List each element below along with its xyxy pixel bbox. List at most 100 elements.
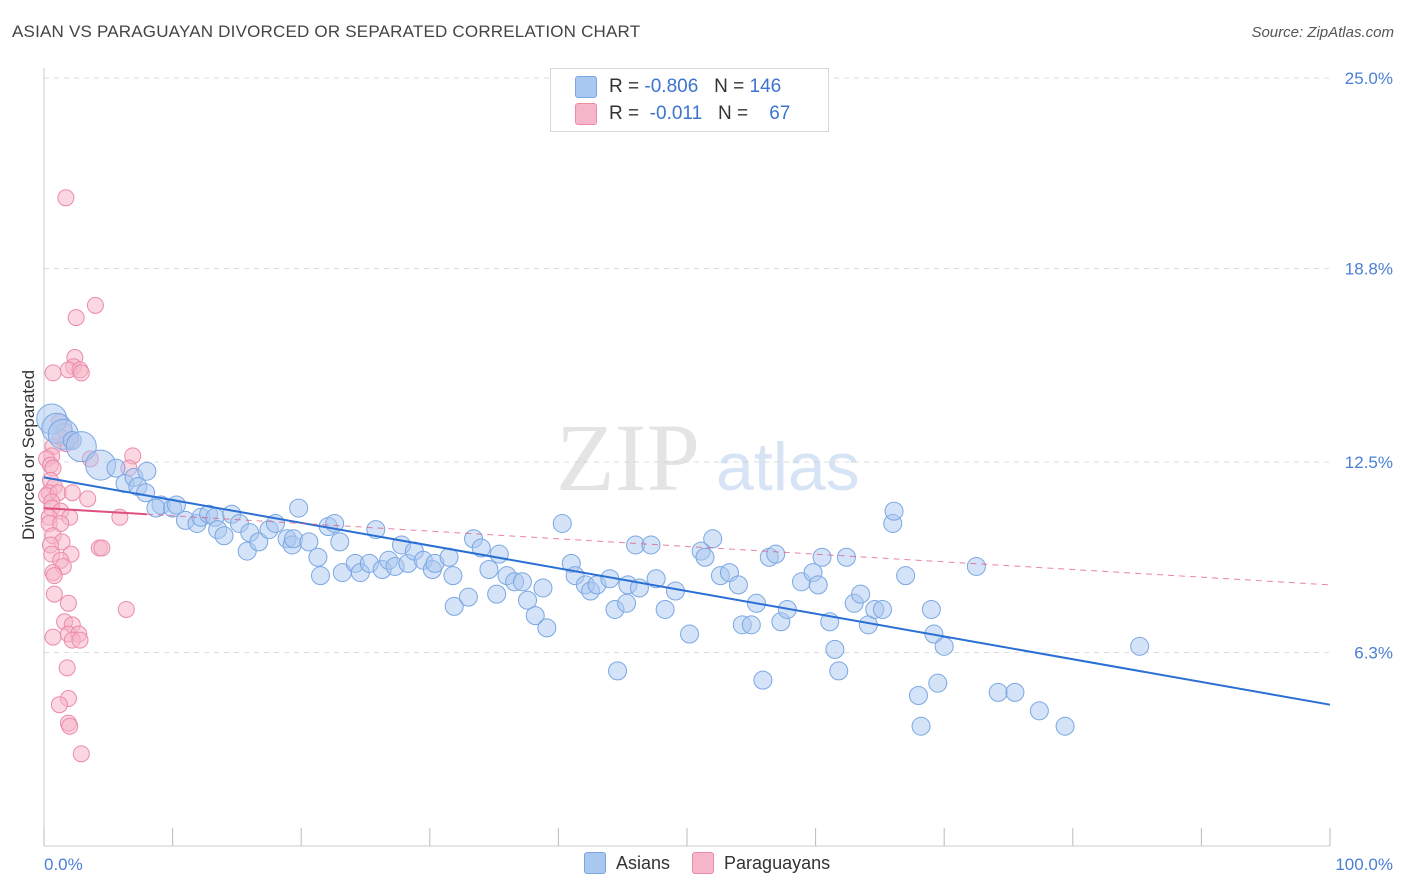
asian-point bbox=[921, 599, 941, 619]
paraguayan-point bbox=[93, 539, 111, 557]
paraguayans-trend-line bbox=[43, 507, 147, 516]
asian-point bbox=[872, 599, 892, 619]
asian-point bbox=[641, 535, 661, 555]
asian-point bbox=[518, 590, 538, 610]
asian-point bbox=[966, 556, 986, 576]
asian-point bbox=[136, 483, 156, 503]
paraguayans-n-label: N = bbox=[717, 103, 749, 124]
asian-point bbox=[988, 682, 1008, 702]
paraguayans-legend-label: Paraguayans bbox=[724, 852, 831, 873]
x-tick-label: 100.0% bbox=[1335, 855, 1393, 874]
asian-point bbox=[366, 520, 386, 540]
asian-point bbox=[851, 584, 871, 604]
asian-point bbox=[552, 513, 572, 533]
asian-point bbox=[728, 575, 748, 595]
asian-point bbox=[106, 458, 126, 478]
legend-row-paraguayans: R = -0.011 N = 67 bbox=[575, 102, 790, 126]
asian-point bbox=[1055, 716, 1075, 736]
paraguayans-swatch bbox=[575, 103, 597, 125]
paraguayan-point bbox=[117, 600, 135, 618]
asians-trend-line bbox=[43, 476, 1331, 706]
asian-point bbox=[310, 566, 330, 586]
asian-point bbox=[608, 661, 628, 681]
paraguayan-point bbox=[44, 628, 62, 646]
asian-point bbox=[471, 538, 491, 558]
legend-row-asians: R = -0.806 N = 146 bbox=[575, 75, 781, 99]
asian-point bbox=[646, 569, 666, 589]
y-tick-label: 18.8% bbox=[1345, 259, 1393, 278]
paraguayan-point bbox=[86, 296, 104, 314]
asian-point bbox=[825, 639, 845, 659]
paraguayan-point bbox=[50, 696, 68, 714]
paraguayan-point bbox=[57, 189, 75, 207]
trend-lines bbox=[43, 476, 1331, 706]
paraguayan-point bbox=[45, 585, 63, 603]
asian-point bbox=[283, 529, 303, 549]
chart-title: ASIAN VS PARAGUAYAN DIVORCED OR SEPARATE… bbox=[12, 22, 641, 41]
asians-swatch bbox=[575, 76, 597, 98]
asians-r-value: -0.806 bbox=[644, 76, 699, 97]
legend-item-asians[interactable]: Asians bbox=[584, 852, 670, 874]
asian-point bbox=[489, 544, 509, 564]
y-tick-label: 6.3% bbox=[1354, 643, 1393, 662]
paraguayan-point bbox=[72, 364, 90, 382]
asian-point bbox=[896, 566, 916, 586]
asian-point bbox=[214, 526, 234, 546]
paraguayan-point bbox=[67, 309, 85, 327]
asians-legend-swatch bbox=[584, 852, 606, 874]
asian-point bbox=[1130, 636, 1150, 656]
asian-point bbox=[812, 547, 832, 567]
paraguayan-point bbox=[45, 567, 63, 585]
asian-point bbox=[533, 578, 553, 598]
asian-point bbox=[443, 566, 463, 586]
asian-point bbox=[934, 636, 954, 656]
legend-item-paraguayans[interactable]: Paraguayans bbox=[692, 852, 830, 874]
asian-point bbox=[1005, 682, 1025, 702]
asian-point bbox=[299, 532, 319, 552]
y-axis-label: Divorced or Separated bbox=[19, 370, 38, 540]
asian-point bbox=[444, 596, 464, 616]
paraguayan-point bbox=[59, 594, 77, 612]
paraguayan-point bbox=[52, 514, 70, 532]
paraguayan-point bbox=[71, 631, 89, 649]
asian-point bbox=[308, 547, 328, 567]
asian-point bbox=[753, 670, 773, 690]
asian-point bbox=[908, 685, 928, 705]
paraguayan-point bbox=[79, 490, 97, 508]
watermark-zip: ZIP bbox=[556, 404, 700, 511]
asian-point bbox=[487, 584, 507, 604]
asians-n-label: N = bbox=[714, 76, 745, 97]
source-label: Source: ZipAtlas.com bbox=[1251, 24, 1394, 41]
asians-r-label: R = bbox=[609, 76, 640, 97]
asian-point bbox=[928, 673, 948, 693]
paraguayans-legend-swatch bbox=[692, 852, 715, 874]
asian-point bbox=[884, 501, 904, 521]
paraguayan-point bbox=[63, 484, 81, 502]
paraguayan-point bbox=[44, 364, 62, 382]
asian-point bbox=[766, 544, 786, 564]
asian-point bbox=[695, 547, 715, 567]
y-tick-label: 12.5% bbox=[1345, 453, 1393, 472]
paraguayans-points bbox=[38, 189, 142, 763]
asian-point bbox=[617, 593, 637, 613]
asian-point bbox=[525, 606, 545, 626]
y-tick-label: 25.0% bbox=[1345, 69, 1393, 88]
correlation-legend: R = -0.806 N = 146 R = -0.011 N = 67 bbox=[550, 68, 829, 132]
series-legend: Asians Paraguayans bbox=[584, 852, 852, 874]
asian-point bbox=[808, 575, 828, 595]
asians-legend-label: Asians bbox=[616, 852, 671, 873]
asian-point bbox=[458, 587, 478, 607]
asian-point bbox=[479, 560, 499, 580]
asian-point bbox=[537, 618, 557, 638]
watermark-atlas: atlas bbox=[716, 429, 860, 505]
grid-lines bbox=[44, 77, 1332, 653]
asian-point bbox=[65, 431, 97, 463]
asian-point bbox=[512, 572, 532, 592]
asian-point bbox=[289, 498, 309, 518]
asian-point bbox=[911, 716, 931, 736]
asians-n-value: 146 bbox=[749, 76, 782, 97]
asian-point bbox=[137, 461, 157, 481]
asians-points bbox=[36, 403, 1150, 736]
x-tick-labels: 0.0% 100.0% bbox=[44, 855, 1393, 874]
